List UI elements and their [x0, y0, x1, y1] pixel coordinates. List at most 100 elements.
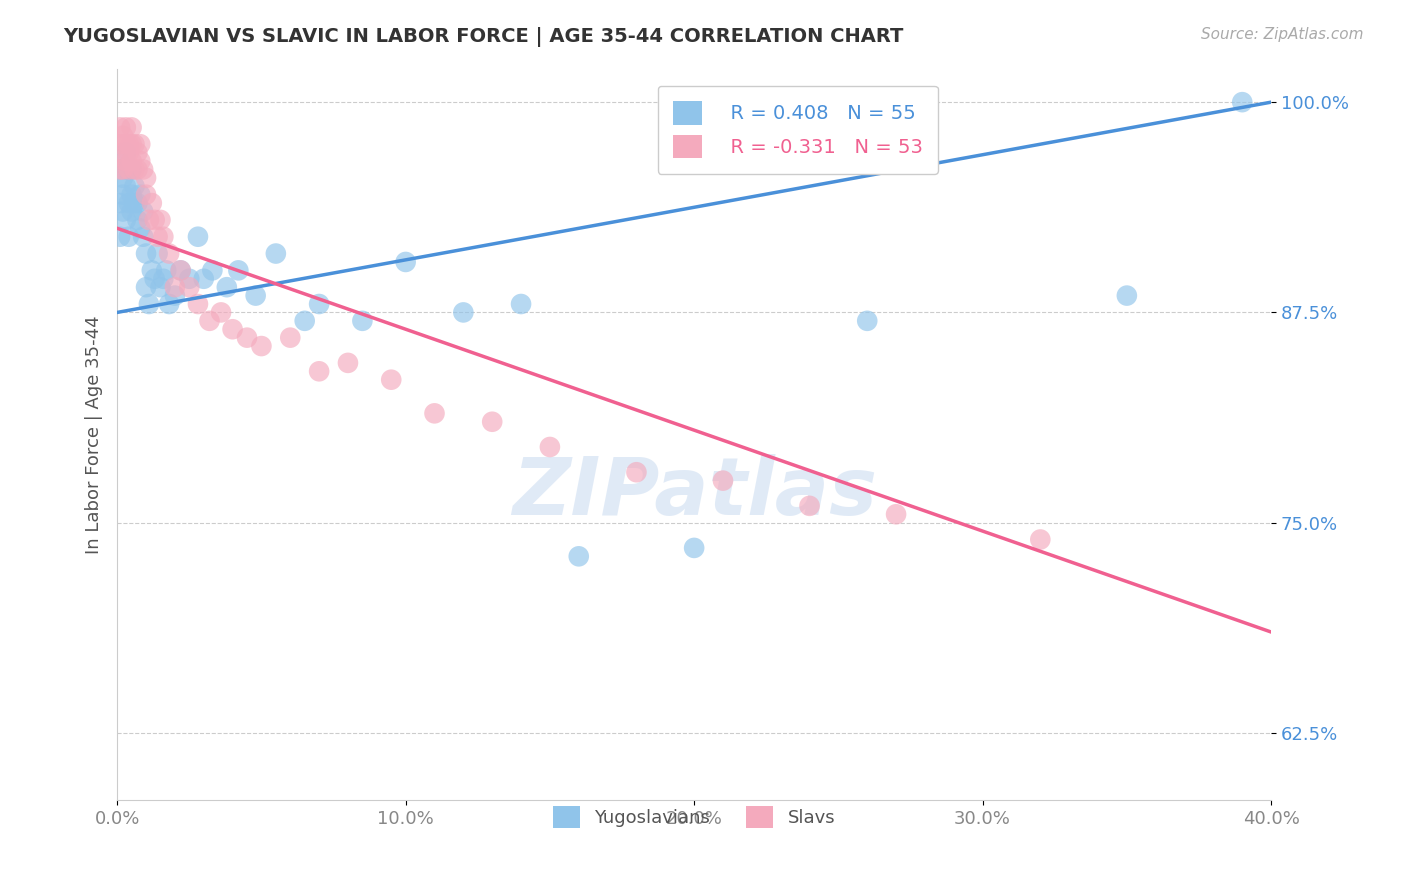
- Point: [264, 246, 287, 260]
- Point: [201, 263, 224, 277]
- Point: [884, 508, 907, 522]
- Point: [250, 339, 273, 353]
- Point: [127, 196, 149, 211]
- Point: [568, 549, 591, 564]
- Point: [138, 213, 160, 227]
- Legend: Yugoslavians, Slavs: Yugoslavians, Slavs: [546, 798, 842, 835]
- Point: [143, 213, 166, 227]
- Point: [115, 137, 138, 152]
- Point: [278, 331, 301, 345]
- Text: YUGOSLAVIAN VS SLAVIC IN LABOR FORCE | AGE 35-44 CORRELATION CHART: YUGOSLAVIAN VS SLAVIC IN LABOR FORCE | A…: [63, 27, 904, 46]
- Point: [129, 187, 152, 202]
- Point: [118, 162, 141, 177]
- Point: [121, 120, 143, 135]
- Point: [111, 204, 134, 219]
- Point: [380, 373, 402, 387]
- Point: [115, 154, 138, 169]
- Point: [683, 541, 706, 555]
- Point: [163, 280, 186, 294]
- Point: [118, 145, 141, 160]
- Point: [108, 162, 131, 177]
- Point: [124, 162, 146, 177]
- Point: [108, 196, 131, 211]
- Point: [152, 229, 174, 244]
- Point: [538, 440, 561, 454]
- Point: [115, 162, 138, 177]
- Point: [108, 162, 131, 177]
- Point: [209, 305, 232, 319]
- Point: [152, 272, 174, 286]
- Point: [132, 229, 155, 244]
- Point: [111, 145, 134, 160]
- Point: [1115, 288, 1137, 302]
- Point: [135, 280, 157, 294]
- Point: [129, 137, 152, 152]
- Point: [157, 297, 180, 311]
- Point: [111, 187, 134, 202]
- Point: [108, 120, 131, 135]
- Point: [308, 297, 330, 311]
- Point: [510, 297, 533, 311]
- Point: [157, 246, 180, 260]
- Point: [155, 263, 177, 277]
- Point: [395, 255, 418, 269]
- Point: [115, 120, 138, 135]
- Point: [308, 364, 330, 378]
- Point: [236, 331, 259, 345]
- Point: [453, 305, 475, 319]
- Point: [111, 162, 134, 177]
- Point: [124, 196, 146, 211]
- Point: [132, 204, 155, 219]
- Point: [108, 137, 131, 152]
- Point: [626, 465, 648, 479]
- Point: [187, 229, 209, 244]
- Point: [121, 204, 143, 219]
- Point: [245, 288, 267, 302]
- Point: [1232, 95, 1254, 110]
- Point: [294, 314, 316, 328]
- Point: [118, 162, 141, 177]
- Point: [187, 297, 209, 311]
- Point: [108, 229, 131, 244]
- Point: [129, 154, 152, 169]
- Text: Source: ZipAtlas.com: Source: ZipAtlas.com: [1201, 27, 1364, 42]
- Point: [198, 314, 221, 328]
- Point: [127, 213, 149, 227]
- Point: [179, 280, 201, 294]
- Point: [121, 137, 143, 152]
- Point: [135, 170, 157, 185]
- Point: [118, 196, 141, 211]
- Point: [127, 145, 149, 160]
- Y-axis label: In Labor Force | Age 35-44: In Labor Force | Age 35-44: [86, 315, 103, 554]
- Point: [1029, 533, 1052, 547]
- Point: [799, 499, 821, 513]
- Point: [149, 213, 172, 227]
- Point: [215, 280, 238, 294]
- Point: [169, 263, 191, 277]
- Point: [135, 246, 157, 260]
- Point: [711, 474, 734, 488]
- Point: [193, 272, 215, 286]
- Point: [146, 246, 169, 260]
- Point: [228, 263, 250, 277]
- Point: [423, 406, 446, 420]
- Point: [115, 145, 138, 160]
- Point: [179, 272, 201, 286]
- Point: [481, 415, 503, 429]
- Point: [149, 280, 172, 294]
- Point: [121, 162, 143, 177]
- Point: [135, 187, 157, 202]
- Point: [141, 196, 163, 211]
- Point: [336, 356, 359, 370]
- Text: ZIPatlas: ZIPatlas: [512, 454, 877, 532]
- Point: [141, 263, 163, 277]
- Point: [121, 154, 143, 169]
- Point: [111, 170, 134, 185]
- Point: [115, 213, 138, 227]
- Point: [856, 314, 879, 328]
- Point: [115, 179, 138, 194]
- Point: [129, 221, 152, 235]
- Point: [124, 137, 146, 152]
- Point: [124, 179, 146, 194]
- Point: [146, 229, 169, 244]
